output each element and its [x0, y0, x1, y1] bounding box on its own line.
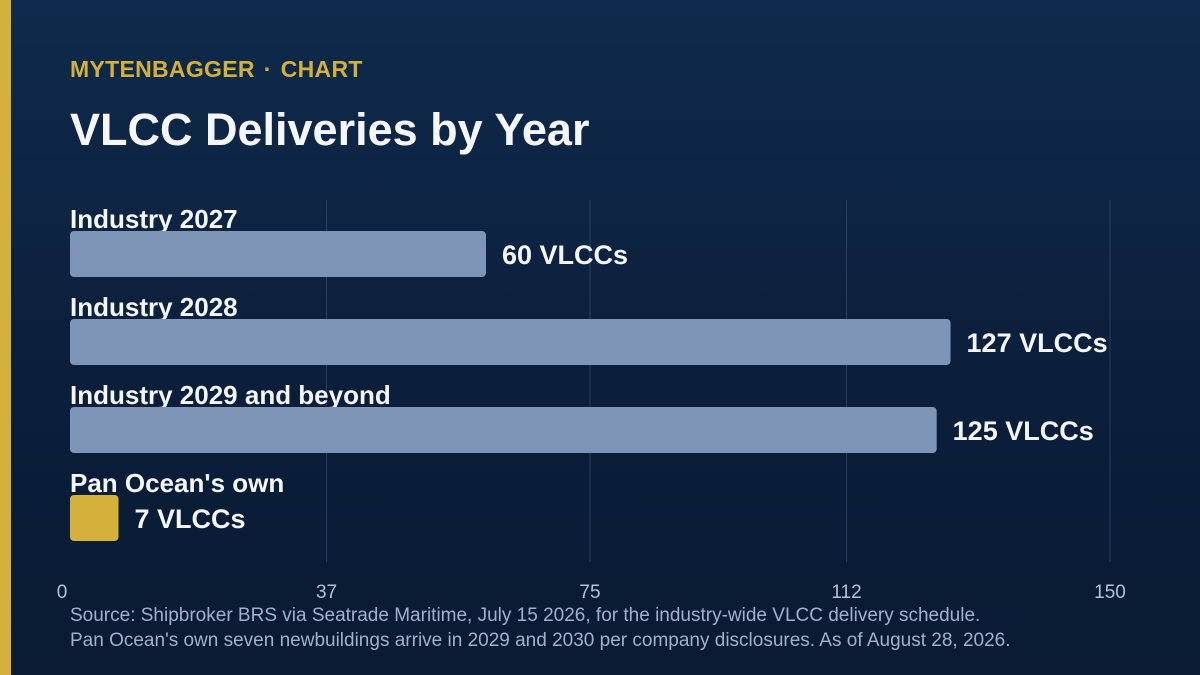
- kicker: MYTENBAGGER · CHART: [70, 56, 363, 83]
- accent-stripe: [0, 0, 11, 675]
- x-tick-label-0: 0: [57, 582, 68, 603]
- x-tick-label-75: 75: [579, 582, 600, 603]
- bar-industry-2029-and-beyond: [70, 407, 937, 453]
- section-label: CHART: [280, 56, 363, 82]
- x-axis-ticks: 0 37 75 112 150: [57, 582, 1126, 603]
- category-label-industry-2029-and-beyond: Industry 2029 and beyond: [70, 380, 391, 410]
- category-label-pan-ocean-s-own: Pan Ocean's own: [70, 468, 284, 498]
- bar-industry-2027: [70, 231, 486, 277]
- value-label-industry-2027: 60 VLCCs: [502, 240, 628, 270]
- x-tick-label-150: 150: [1094, 582, 1126, 603]
- x-tick-label-112: 112: [831, 582, 861, 603]
- brand-label: MYTENBAGGER: [70, 56, 255, 82]
- category-label-industry-2028: Industry 2028: [70, 292, 238, 322]
- bar-industry-2028: [70, 319, 951, 365]
- x-tick-label-37: 37: [316, 582, 337, 603]
- bars: Industry 2027 60 VLCCs Industry 2028 127 VL…: [70, 204, 1108, 541]
- bar-pan-ocean-s-own: [70, 495, 119, 541]
- source-line-1: Source: Shipbroker BRS via Seatrade Mari…: [70, 605, 981, 626]
- chart-title: VLCC Deliveries by Year: [70, 104, 590, 155]
- source-line-2: Pan Ocean's own seven newbuildings arriv…: [70, 630, 1011, 651]
- value-label-industry-2028: 127 VLCCs: [967, 328, 1108, 358]
- category-label-industry-2027: Industry 2027: [70, 204, 238, 234]
- source-note: Source: Shipbroker BRS via Seatrade Mari…: [70, 603, 1011, 653]
- value-label-pan-ocean-s-own: 7 VLCCs: [135, 504, 246, 534]
- kicker-separator: ·: [263, 56, 272, 82]
- value-label-industry-2029-and-beyond: 125 VLCCs: [953, 416, 1094, 446]
